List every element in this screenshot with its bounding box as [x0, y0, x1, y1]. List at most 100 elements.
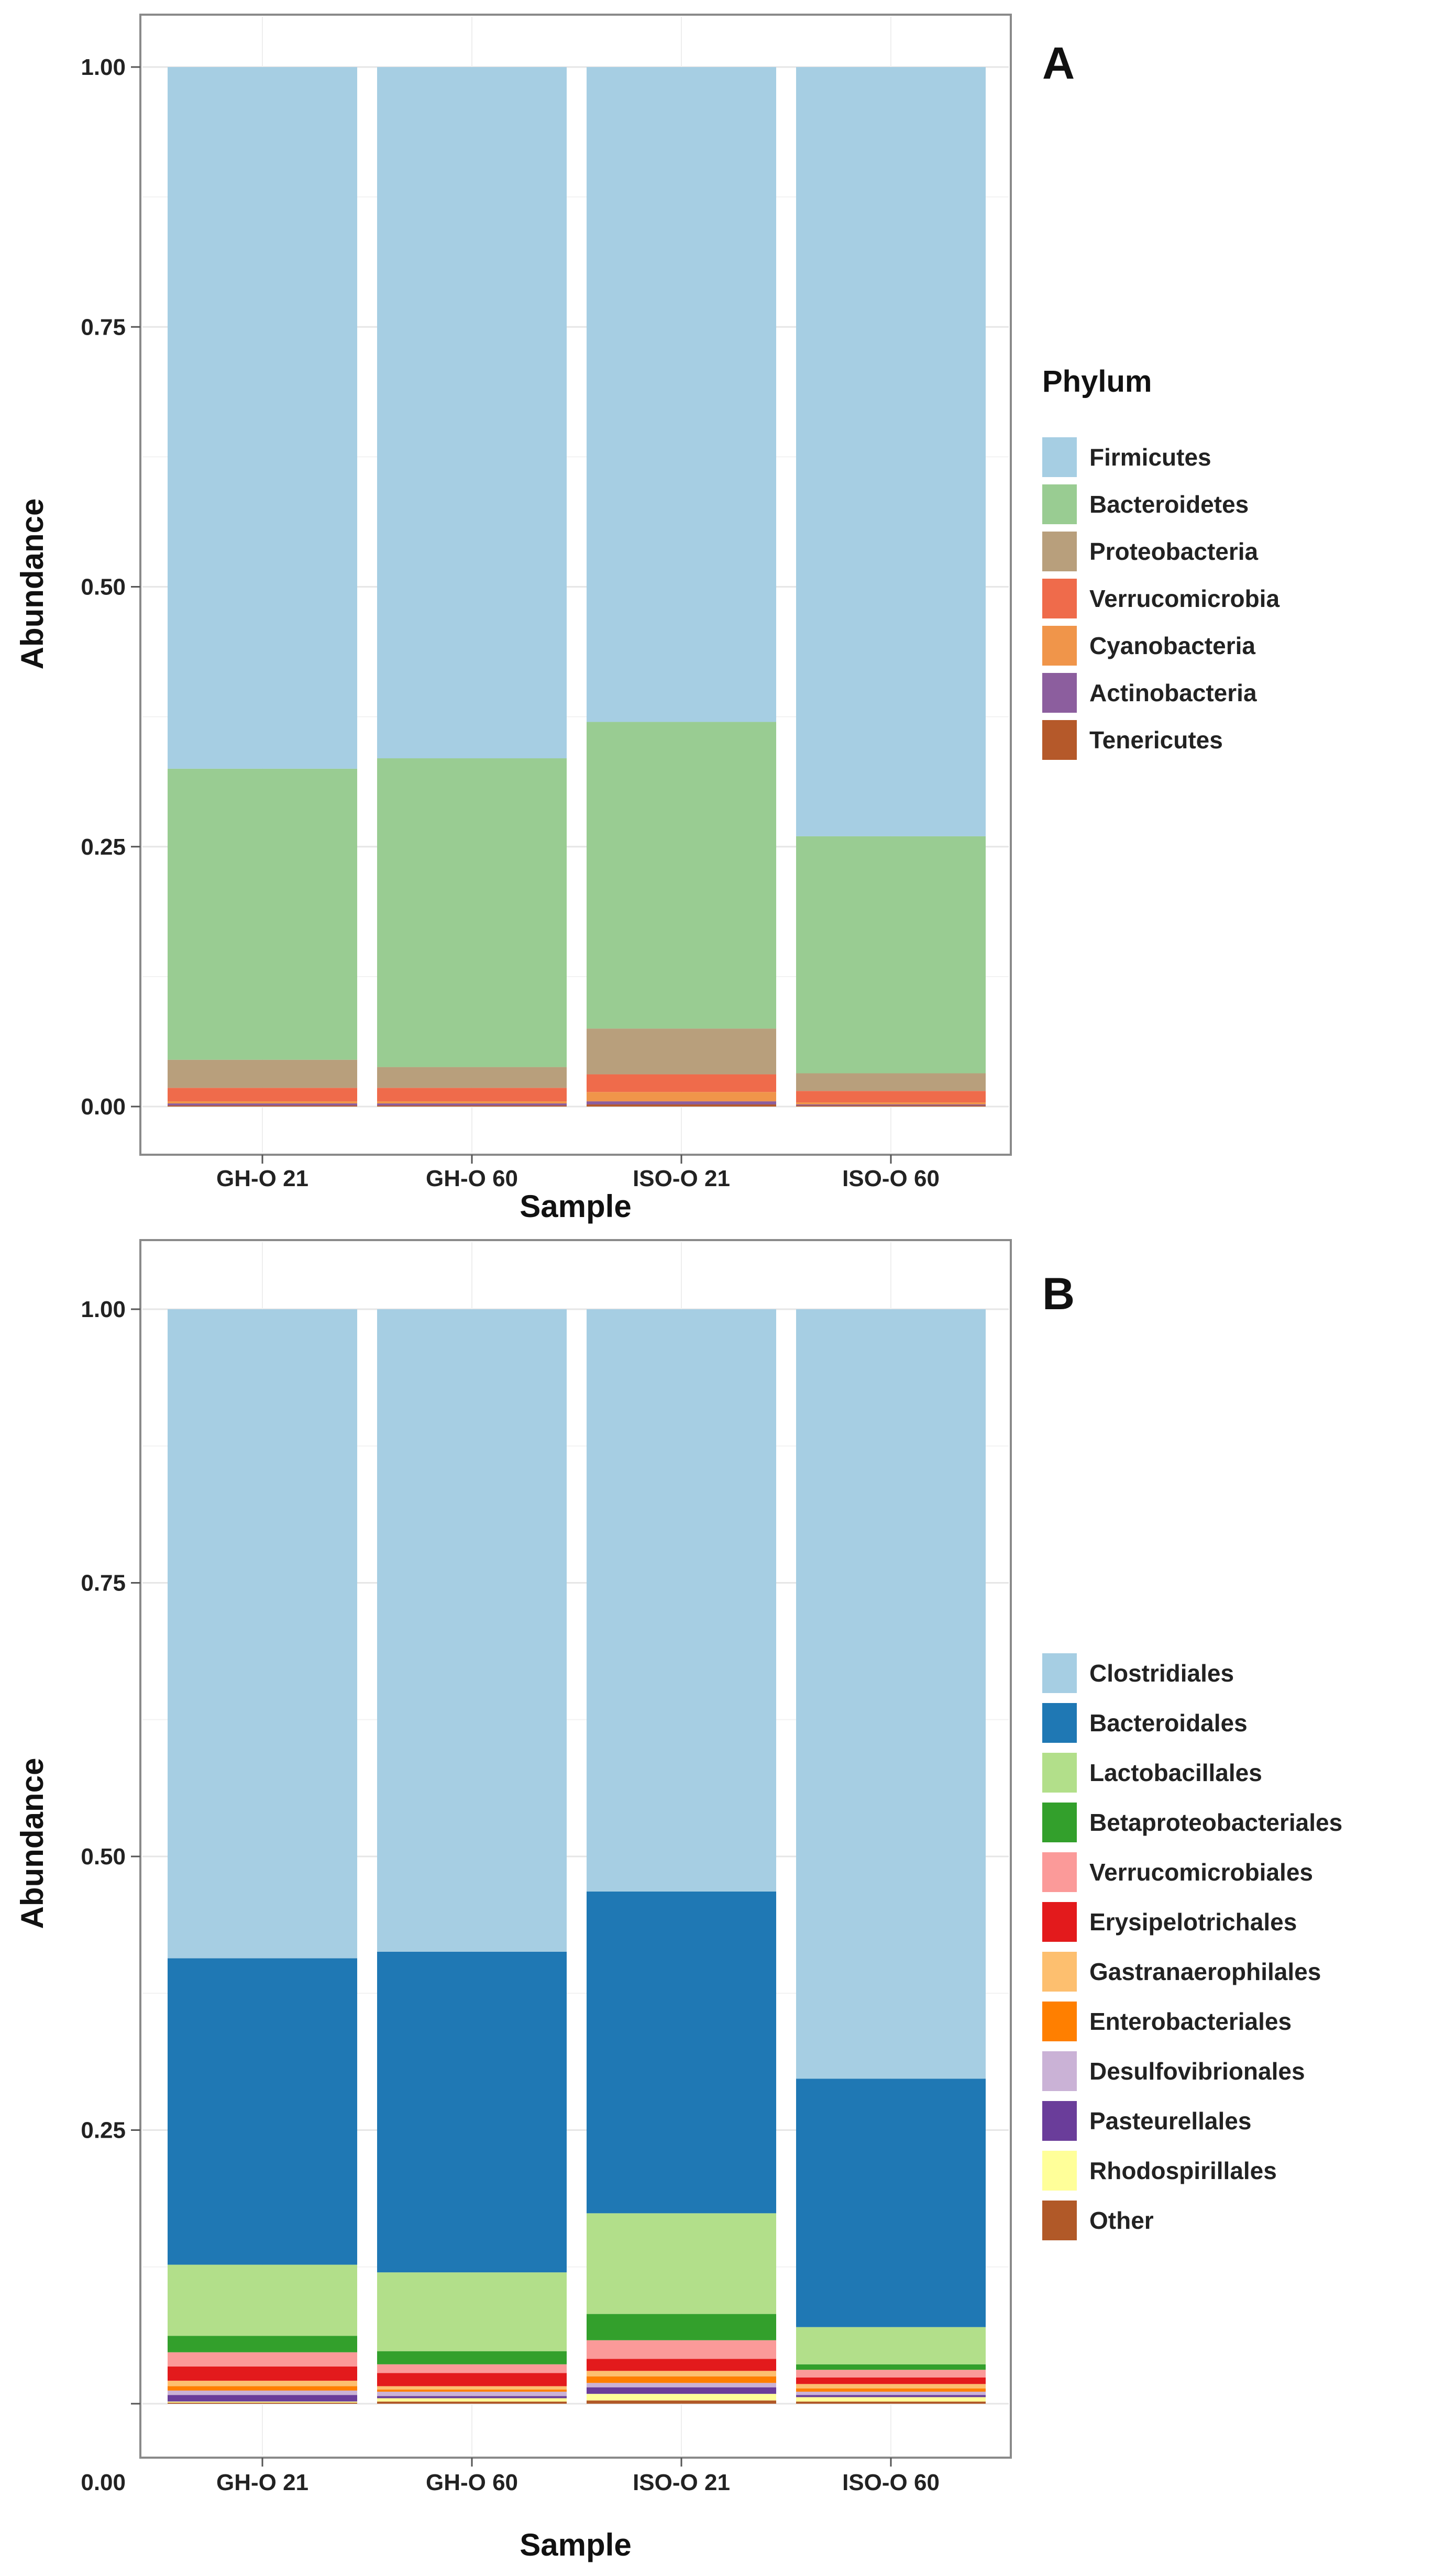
bar-segment [796, 2384, 986, 2389]
legend-label: Lactobacillales [1089, 1759, 1262, 1786]
y-tick-label: 0.25 [81, 834, 126, 860]
bar-segment [796, 2079, 986, 2327]
bar-segment [587, 1104, 776, 1107]
x-tick-label: GH-O 60 [426, 1166, 518, 1191]
x-tick-label: ISO-O 60 [842, 1166, 940, 1191]
bar-segment [587, 1891, 776, 2214]
bar-segment [168, 1101, 357, 1104]
panel-a-y-axis: 0.00 0.25 0.50 0.75 1.00 [81, 54, 140, 1120]
legend-label: Betaproteobacteriales [1089, 1809, 1342, 1836]
bar-segment [587, 1101, 776, 1105]
bar-segment [796, 836, 986, 1074]
bar-segment [168, 2336, 357, 2352]
legend-swatch [1042, 1852, 1077, 1892]
y-tick-label: 0.50 [81, 574, 126, 600]
bar-segment [377, 2373, 567, 2386]
bar-segment [168, 2381, 357, 2386]
x-tick-label: GH-O 21 [216, 1166, 308, 1191]
panel-a-y-axis-title: Abundance [15, 499, 50, 670]
panel-b-x-axis: GH-O 21 GH-O 60 ISO-O 21 ISO-O 60 [216, 2458, 940, 2495]
legend-swatch [1042, 720, 1077, 760]
bar-segment [796, 2395, 986, 2397]
bar-segment [168, 67, 357, 769]
bar-segment [168, 2366, 357, 2381]
panel-b: 0.00 0.25 0.50 0.75 1.00 GH-O 21 GH-O 60 ISO-O… [15, 1239, 1342, 2562]
bar-segment [168, 2401, 357, 2403]
legend-label: Tenericutes [1089, 726, 1223, 754]
bar-segment [796, 1105, 986, 1107]
bar-segment [796, 2364, 986, 2370]
bar-segment [796, 2392, 986, 2395]
y-tick-label: 0.50 [81, 1844, 126, 1870]
legend-swatch [1042, 2002, 1077, 2041]
bar-segment [377, 2364, 567, 2373]
x-tick-label: GH-O 21 [216, 2470, 308, 2495]
bar-segment [168, 1103, 357, 1106]
legend-label: Desulfovibrionales [1089, 2058, 1305, 2085]
legend-label: Cyanobacteria [1089, 632, 1255, 659]
bar-segment [587, 2383, 776, 2387]
panel-b-legend: Clostridiales Bacteroidales Lactobacillale… [1042, 1653, 1342, 2240]
legend-label: Clostridiales [1089, 1660, 1234, 1687]
panel-a-legend-title: Phylum [1042, 364, 1152, 399]
y-tick-label: 0.00 [81, 1094, 126, 1120]
panel-a-x-axis: GH-O 21 GH-O 60 ISO-O 21 ISO-O 60 [216, 1155, 940, 1191]
bar-segment [587, 2340, 776, 2359]
bar-segment [587, 2371, 776, 2376]
panel-a-bars [168, 67, 986, 1107]
bar-segment [796, 2388, 986, 2392]
bar-segment [168, 1088, 357, 1102]
legend-label: Other [1089, 2207, 1154, 2234]
panel-b-x-axis-title: Sample [520, 2527, 631, 2562]
bar-segment [377, 67, 567, 759]
x-tick-label: ISO-O 21 [633, 2470, 730, 2495]
bar-segment [796, 1091, 986, 1103]
bar-segment [377, 2398, 567, 2402]
y-tick-label: 1.00 [81, 1297, 126, 1322]
legend-label: Actinobacteria [1089, 679, 1257, 706]
bar-segment [587, 2394, 776, 2401]
legend-swatch [1042, 2051, 1077, 2091]
y-tick-label: 0.75 [81, 1571, 126, 1596]
bar-segment [377, 1105, 567, 1107]
bar-segment [377, 2396, 567, 2398]
bar-segment [796, 67, 986, 836]
bar-segment [796, 2377, 986, 2384]
legend-label: Proteobacteria [1089, 538, 1259, 565]
bar-segment [587, 2400, 776, 2404]
panel-a-x-axis-title: Sample [520, 1189, 631, 1224]
bar-segment [168, 2352, 357, 2367]
bar-segment [168, 1059, 357, 1088]
x-tick-label: ISO-O 21 [633, 1166, 730, 1191]
bar-segment [377, 2351, 567, 2364]
bar-segment [587, 1029, 776, 1075]
legend-swatch [1042, 579, 1077, 618]
bar-segment [587, 1309, 776, 1892]
bar-segment [168, 1105, 357, 1107]
legend-label: Bacteroidales [1089, 1709, 1248, 1737]
legend-label: Pasteurellales [1089, 2107, 1251, 2135]
bar-segment [377, 1088, 567, 1102]
bar-segment [168, 1309, 357, 1959]
bar-segment [168, 1958, 357, 2265]
legend-label: Gastranaerophilales [1089, 1958, 1321, 1985]
bar-segment [587, 67, 776, 722]
legend-swatch [1042, 2151, 1077, 2191]
legend-swatch [1042, 2201, 1077, 2240]
bar-segment [168, 2390, 357, 2395]
x-tick-label: GH-O 60 [426, 2470, 518, 2495]
y-tick-label: 1.00 [81, 54, 126, 80]
y-tick-label: 0.00 [81, 2470, 126, 2495]
bar-segment [796, 2370, 986, 2378]
bar-segment [168, 2402, 357, 2404]
bar-segment [796, 1309, 986, 2079]
legend-label: Verrucomicrobia [1089, 585, 1279, 612]
bar-segment [168, 2386, 357, 2391]
bar-segment [587, 2387, 776, 2394]
bar-segment [587, 722, 776, 1029]
bar-segment [377, 2272, 567, 2351]
y-tick-label: 0.75 [81, 314, 126, 340]
legend-swatch [1042, 532, 1077, 571]
panel-b-y-axis-title: Abundance [15, 1758, 50, 1929]
